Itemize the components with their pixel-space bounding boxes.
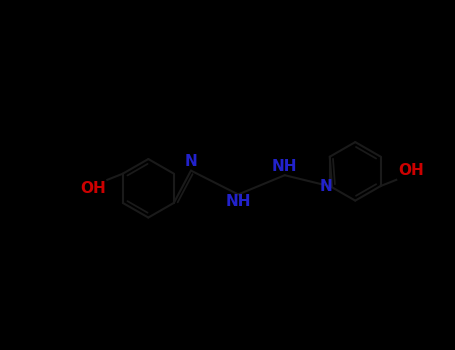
Text: OH: OH bbox=[80, 181, 106, 196]
Text: OH: OH bbox=[398, 163, 424, 178]
Text: N: N bbox=[319, 179, 332, 194]
Text: NH: NH bbox=[226, 195, 251, 209]
Text: N: N bbox=[185, 154, 197, 169]
Text: NH: NH bbox=[272, 159, 298, 174]
